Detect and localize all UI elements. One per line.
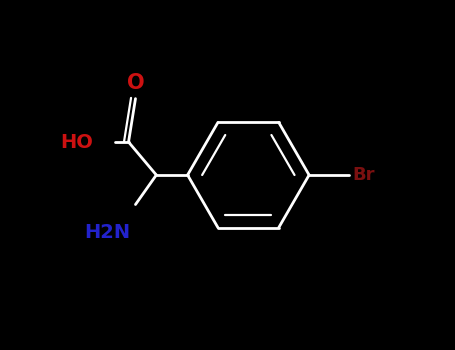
Text: Br: Br	[353, 166, 375, 184]
Text: H2N: H2N	[85, 223, 131, 242]
Text: HO: HO	[60, 133, 93, 152]
Text: O: O	[126, 73, 144, 93]
